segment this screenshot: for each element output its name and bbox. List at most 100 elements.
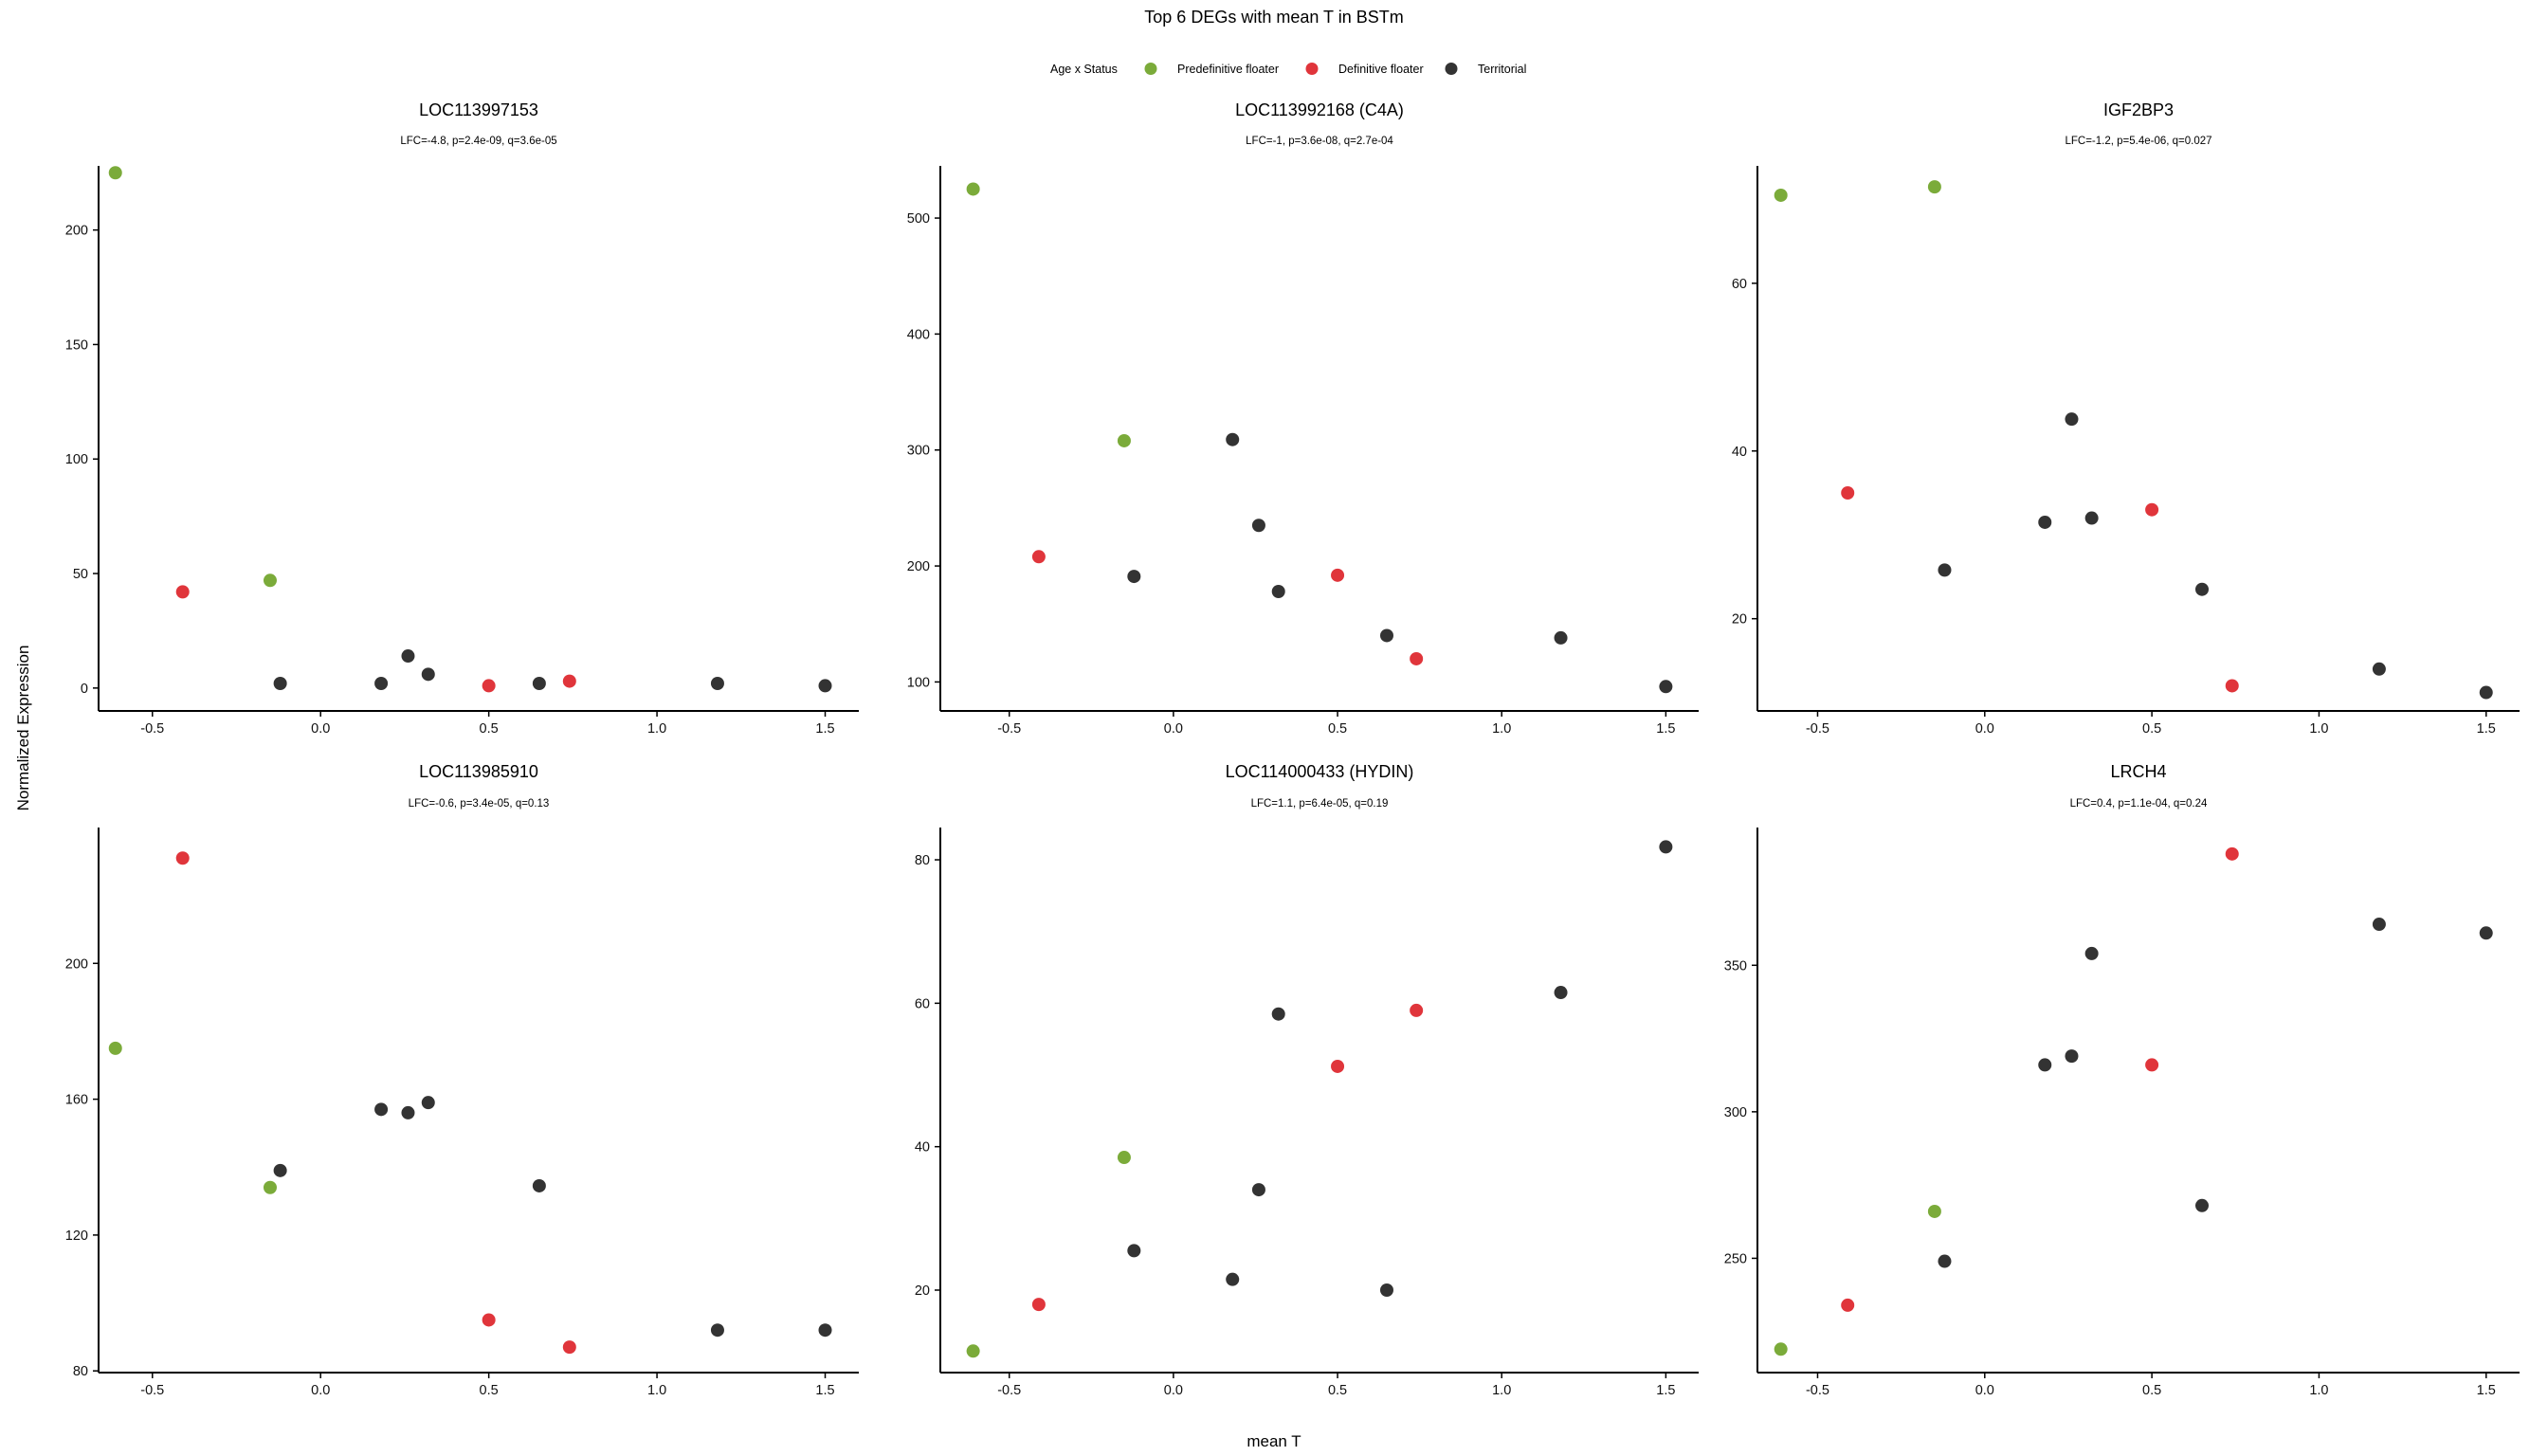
point-territorial bbox=[2084, 946, 2099, 960]
x-tick-label: 0.0 bbox=[1975, 1383, 1994, 1398]
point-predefinitive-floater bbox=[1117, 1151, 1131, 1165]
y-tick-label: 100 bbox=[65, 452, 88, 467]
panel-5: LOC114000433 (HYDIN) LFC=1.1, p=6.4e-05, … bbox=[915, 762, 1699, 1398]
x-tick-label: 0.5 bbox=[1328, 1383, 1347, 1398]
x-tick-label: -0.5 bbox=[1806, 721, 1829, 737]
panel-subtitle: LFC=-1.2, p=5.4e-06, q=0.027 bbox=[2065, 136, 2211, 147]
point-predefinitive-floater bbox=[1774, 1342, 1788, 1356]
y-tick-label: 60 bbox=[1732, 277, 1747, 292]
point-territorial bbox=[1938, 563, 1952, 577]
point-definitive-floater bbox=[1031, 550, 1046, 564]
x-tick-label: -0.5 bbox=[997, 721, 1021, 737]
point-territorial bbox=[2372, 662, 2386, 676]
point-predefinitive-floater bbox=[1117, 433, 1131, 447]
point-definitive-floater bbox=[1331, 1059, 1345, 1073]
point-territorial bbox=[2479, 926, 2493, 940]
point-territorial bbox=[1379, 628, 1393, 643]
point-predefinitive-floater bbox=[1927, 180, 1941, 194]
x-tick-label: -0.5 bbox=[140, 1383, 164, 1398]
point-territorial bbox=[818, 679, 832, 693]
x-tick-label: 1.0 bbox=[647, 721, 666, 737]
x-tick-label: 1.0 bbox=[2309, 1383, 2328, 1398]
panel-4: LOC113985910 LFC=-0.6, p=3.4e-05, q=0.13 -… bbox=[65, 762, 859, 1398]
point-territorial bbox=[1659, 840, 1673, 854]
y-tick-label: 20 bbox=[1732, 612, 1747, 628]
y-tick-label: 20 bbox=[915, 1283, 930, 1299]
point-territorial bbox=[273, 677, 287, 691]
panel-subtitle: LFC=-4.8, p=2.4e-09, q=3.6e-05 bbox=[400, 136, 556, 147]
point-definitive-floater bbox=[562, 1340, 576, 1355]
point-predefinitive-floater bbox=[1774, 188, 1788, 202]
point-territorial bbox=[1938, 1254, 1952, 1268]
point-territorial bbox=[421, 667, 435, 682]
point-territorial bbox=[374, 1102, 389, 1117]
x-tick-label: 0.0 bbox=[311, 721, 330, 737]
y-tick-label: 160 bbox=[65, 1093, 88, 1108]
x-tick-label: 0.5 bbox=[1328, 721, 1347, 737]
x-tick-label: 0.5 bbox=[480, 1383, 499, 1398]
point-territorial bbox=[401, 1105, 415, 1119]
point-territorial bbox=[1251, 519, 1265, 533]
x-tick-label: 1.5 bbox=[1656, 721, 1675, 737]
point-definitive-floater bbox=[175, 585, 190, 599]
y-tick-label: 60 bbox=[915, 996, 930, 1011]
x-tick-label: 1.5 bbox=[815, 721, 834, 737]
x-tick-label: 0.5 bbox=[480, 721, 499, 737]
point-territorial bbox=[374, 677, 389, 691]
point-territorial bbox=[1271, 1007, 1285, 1021]
y-tick-label: 300 bbox=[907, 444, 930, 459]
panel-subtitle: LFC=1.1, p=6.4e-05, q=0.19 bbox=[1251, 798, 1389, 810]
point-territorial bbox=[1226, 432, 1240, 446]
y-tick-label: 120 bbox=[65, 1228, 88, 1244]
point-territorial bbox=[2479, 685, 2493, 700]
legend-marker-definitive-floater bbox=[1305, 63, 1319, 75]
point-predefinitive-floater bbox=[1927, 1204, 1941, 1218]
point-territorial bbox=[818, 1323, 832, 1338]
point-territorial bbox=[2372, 918, 2386, 932]
point-definitive-floater bbox=[562, 674, 576, 688]
point-predefinitive-floater bbox=[263, 1180, 277, 1194]
panel-title: LOC114000433 (HYDIN) bbox=[1226, 762, 1414, 781]
point-definitive-floater bbox=[482, 1313, 496, 1327]
point-territorial bbox=[2195, 1198, 2209, 1212]
x-tick-label: 0.5 bbox=[2142, 1383, 2161, 1398]
x-tick-label: 1.5 bbox=[2477, 1383, 2496, 1398]
y-tick-label: 150 bbox=[65, 337, 88, 353]
panel-subtitle: LFC=0.4, p=1.1e-04, q=0.24 bbox=[2070, 798, 2208, 810]
x-tick-label: 1.5 bbox=[2477, 721, 2496, 737]
y-tick-label: 80 bbox=[915, 853, 930, 868]
point-predefinitive-floater bbox=[108, 1041, 122, 1055]
legend-marker-territorial bbox=[1445, 63, 1458, 75]
point-definitive-floater bbox=[1031, 1298, 1046, 1312]
point-definitive-floater bbox=[2145, 1058, 2159, 1072]
panel-title: LOC113985910 bbox=[419, 762, 538, 781]
point-territorial bbox=[421, 1096, 435, 1110]
point-definitive-floater bbox=[2145, 502, 2159, 517]
panel-6: LRCH4 LFC=0.4, p=1.1e-04, q=0.24 -0.5 0.0 0.… bbox=[1724, 762, 2520, 1398]
y-tick-label: 300 bbox=[1724, 1105, 1747, 1120]
point-territorial bbox=[710, 1323, 724, 1338]
point-territorial bbox=[1226, 1272, 1240, 1286]
legend-title: Age x Status bbox=[1050, 63, 1118, 76]
point-territorial bbox=[2038, 515, 2052, 529]
x-tick-label: 1.0 bbox=[1492, 1383, 1511, 1398]
y-tick-label: 40 bbox=[1732, 445, 1747, 460]
point-territorial bbox=[1554, 986, 1568, 1000]
point-territorial bbox=[532, 1178, 546, 1192]
x-tick-label: -0.5 bbox=[1806, 1383, 1829, 1398]
point-definitive-floater bbox=[1841, 486, 1855, 500]
point-predefinitive-floater bbox=[108, 166, 122, 180]
point-definitive-floater bbox=[1841, 1298, 1855, 1312]
x-axis-label: mean T bbox=[1247, 1432, 1301, 1450]
point-territorial bbox=[2065, 1049, 2079, 1064]
panel-2: LOC113992168 (C4A) LFC=-1, p=3.6e-08, q=2… bbox=[907, 100, 1699, 737]
point-territorial bbox=[401, 649, 415, 664]
legend: Age x Status Predefinitive floater Defin… bbox=[1050, 63, 1526, 76]
x-tick-label: 1.5 bbox=[815, 1383, 834, 1398]
x-tick-label: 0.0 bbox=[1164, 1383, 1183, 1398]
facet-panels: LOC113997153 LFC=-4.8, p=2.4e-09, q=3.6e-… bbox=[65, 100, 2520, 1398]
point-predefinitive-floater bbox=[966, 1344, 980, 1358]
y-tick-label: 400 bbox=[907, 327, 930, 342]
panel-1: LOC113997153 LFC=-4.8, p=2.4e-09, q=3.6e-… bbox=[65, 100, 859, 737]
y-tick-label: 200 bbox=[65, 956, 88, 972]
